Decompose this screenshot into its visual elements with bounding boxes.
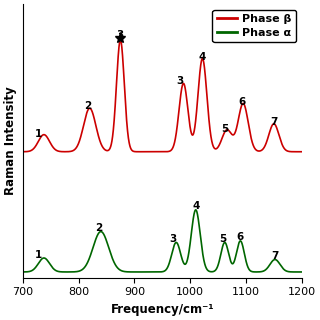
Text: 2: 2	[84, 101, 91, 111]
X-axis label: Frequency/cm⁻¹: Frequency/cm⁻¹	[110, 303, 214, 316]
Text: 2: 2	[95, 223, 102, 233]
Text: 3: 3	[170, 234, 177, 244]
Text: 6: 6	[237, 232, 244, 243]
Text: 1: 1	[35, 129, 42, 139]
Text: 7: 7	[270, 117, 277, 127]
Text: 3: 3	[117, 30, 124, 40]
Text: 7: 7	[271, 251, 279, 261]
Text: 4: 4	[192, 201, 199, 212]
Text: 6: 6	[238, 97, 246, 107]
Text: 5: 5	[219, 234, 226, 244]
Legend: Phase β, Phase α: Phase β, Phase α	[212, 10, 296, 42]
Text: 1: 1	[35, 250, 42, 260]
Text: 5: 5	[222, 124, 229, 134]
Text: 3: 3	[177, 76, 184, 86]
Y-axis label: Raman Intensity: Raman Intensity	[4, 86, 17, 195]
Text: 4: 4	[199, 52, 206, 62]
